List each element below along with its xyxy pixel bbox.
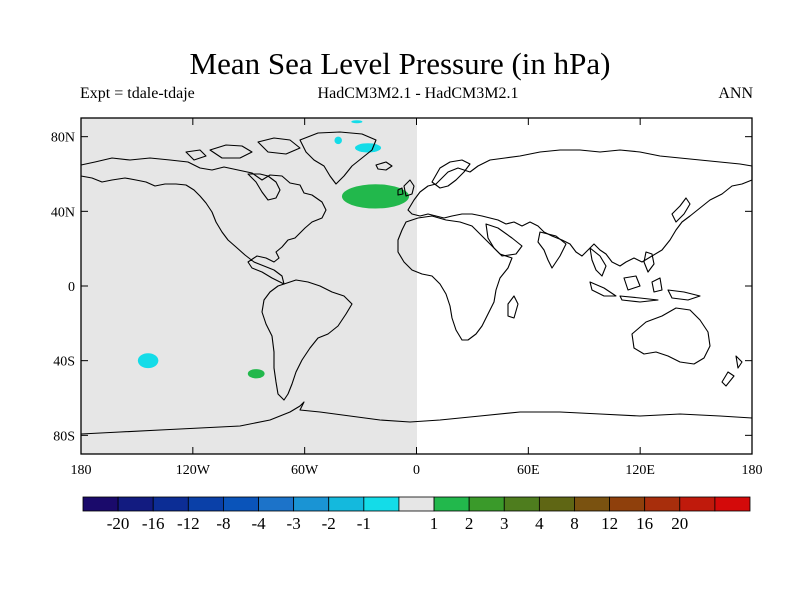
anomaly-blob-1 <box>354 143 382 153</box>
coast-indonesia <box>589 275 701 303</box>
colorbar-swatch <box>223 496 259 512</box>
coast-antarctica <box>80 401 753 435</box>
colorbar-swatch <box>679 496 716 512</box>
lon-tick-label: 120E <box>625 463 655 478</box>
lat-tick-label: 40S <box>53 355 75 370</box>
coast-iceland <box>375 161 393 171</box>
anomaly-blob-2 <box>334 136 342 145</box>
colorbar-label: 3 <box>500 514 509 533</box>
coast-japan <box>671 197 691 223</box>
plot-title: Mean Sea Level Pressure (in hPa) <box>189 46 611 81</box>
missing-data-region <box>81 118 417 454</box>
colorbar-label: -20 <box>107 514 130 533</box>
colorbar-swatch <box>328 496 365 512</box>
colorbar-label: 4 <box>535 514 544 533</box>
colorbar-swatch <box>574 496 610 512</box>
anomaly-blob-4 <box>137 353 159 369</box>
lon-tick-label: 0 <box>413 463 420 478</box>
colorbar: -20 -16 -12 -8 -4 -3 -2 -1 1 2 3 4 8 12 16 20 <box>82 496 751 533</box>
coast-arabia <box>485 223 523 257</box>
coast-scandinavia <box>431 159 471 189</box>
coast-africa <box>397 215 513 341</box>
lon-tick-label: 60E <box>517 463 540 478</box>
models-label: HadCM3M2.1 - HadCM3M2.1 <box>317 85 519 102</box>
coastlines <box>80 131 753 435</box>
coast-greenland <box>299 131 377 185</box>
colorbar-swatch <box>468 496 505 512</box>
lon-axis: 180 120W 60W 0 60E 120E 180 <box>71 118 763 478</box>
lon-tick-label: 60W <box>291 463 319 478</box>
colorbar-swatch <box>714 496 751 512</box>
coast-hudson-bay <box>247 173 281 201</box>
colorbar-swatch <box>538 496 575 512</box>
colorbar-label: -16 <box>142 514 165 533</box>
colorbar-swatch <box>609 496 646 512</box>
colorbar-swatch <box>293 496 330 512</box>
lat-tick-label: 80S <box>53 429 75 444</box>
colorbar-label: -12 <box>177 514 200 533</box>
colorbar-label: 20 <box>671 514 688 533</box>
anomaly-blob-0 <box>341 184 410 209</box>
coast-british-isles <box>397 179 415 197</box>
coast-india <box>537 231 567 269</box>
coast-philippines <box>643 251 655 273</box>
colorbar-label: -3 <box>287 514 301 533</box>
coast-madagascar <box>507 295 519 319</box>
lon-tick-label: 120W <box>176 463 211 478</box>
coast-south-america <box>261 279 353 401</box>
coast-se-asia <box>589 247 607 277</box>
colorbar-label: -2 <box>322 514 336 533</box>
coast-new-zealand <box>721 355 743 387</box>
colorbar-label: -8 <box>216 514 230 533</box>
lon-tick-label: 180 <box>71 463 92 478</box>
experiment-label: Expt = tdale-tdaje <box>80 85 195 102</box>
colorbar-swatch <box>152 496 189 512</box>
lat-tick-label: 40N <box>51 205 75 220</box>
colorbar-swatch <box>503 496 540 512</box>
colorbar-label: 1 <box>430 514 439 533</box>
colorbar-label: 16 <box>636 514 653 533</box>
colorbar-label: 12 <box>601 514 618 533</box>
colorbar-swatch <box>82 496 119 512</box>
colorbar-swatch <box>433 496 470 512</box>
colorbar-label: -1 <box>357 514 371 533</box>
lat-tick-label: 0 <box>68 280 75 295</box>
anomaly-layer <box>137 120 410 379</box>
colorbar-label: 2 <box>465 514 474 533</box>
lon-tick-label: 180 <box>742 463 763 478</box>
lat-axis: 80N 40N 0 40S 80S <box>51 131 752 444</box>
coast-north-america <box>80 157 327 285</box>
colorbar-label: -4 <box>251 514 266 533</box>
colorbar-swatch <box>398 496 435 512</box>
anomaly-blob-5 <box>247 369 265 379</box>
colorbar-swatch <box>187 496 224 512</box>
coast-eurasia <box>407 149 753 267</box>
lat-tick-label: 80N <box>51 131 75 146</box>
anomaly-blob-3 <box>351 120 363 124</box>
coast-australia <box>631 307 711 365</box>
colorbar-swatch <box>258 496 295 512</box>
coast-arctic-islands <box>185 137 301 161</box>
colorbar-swatch <box>363 496 400 512</box>
colorbar-swatch <box>644 496 681 512</box>
colorbar-label: 8 <box>570 514 579 533</box>
season-label: ANN <box>718 85 753 102</box>
colorbar-swatch <box>117 496 154 512</box>
